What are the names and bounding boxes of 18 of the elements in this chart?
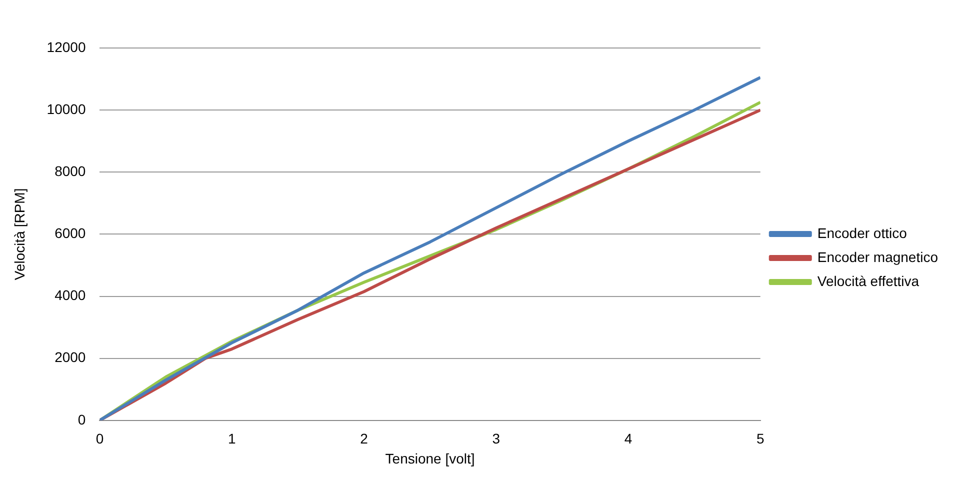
y-tick-label: 6000 <box>54 225 86 242</box>
x-tick-label: 1 <box>228 430 236 447</box>
y-tick-label: 2000 <box>54 349 86 366</box>
y-tick-label: 12000 <box>46 38 86 55</box>
y-tick-label: 0 <box>78 411 86 428</box>
y-tick-label: 8000 <box>54 162 86 179</box>
legend-label: Encoder magnetico <box>817 248 938 265</box>
x-tick-label: 0 <box>96 430 104 447</box>
x-tick-label: 5 <box>756 430 764 447</box>
legend-label: Encoder ottico <box>817 224 908 241</box>
legend-label: Velocità effettiva <box>817 272 920 289</box>
y-tick-label: 4000 <box>54 287 86 304</box>
x-axis-title: Tensione [volt] <box>385 450 475 466</box>
x-tick-label: 4 <box>624 430 632 447</box>
x-tick-label: 3 <box>492 430 500 447</box>
y-tick-label: 10000 <box>46 100 86 117</box>
x-tick-label: 2 <box>360 430 368 447</box>
y-axis-title: Velocità [RPM] <box>11 188 28 280</box>
